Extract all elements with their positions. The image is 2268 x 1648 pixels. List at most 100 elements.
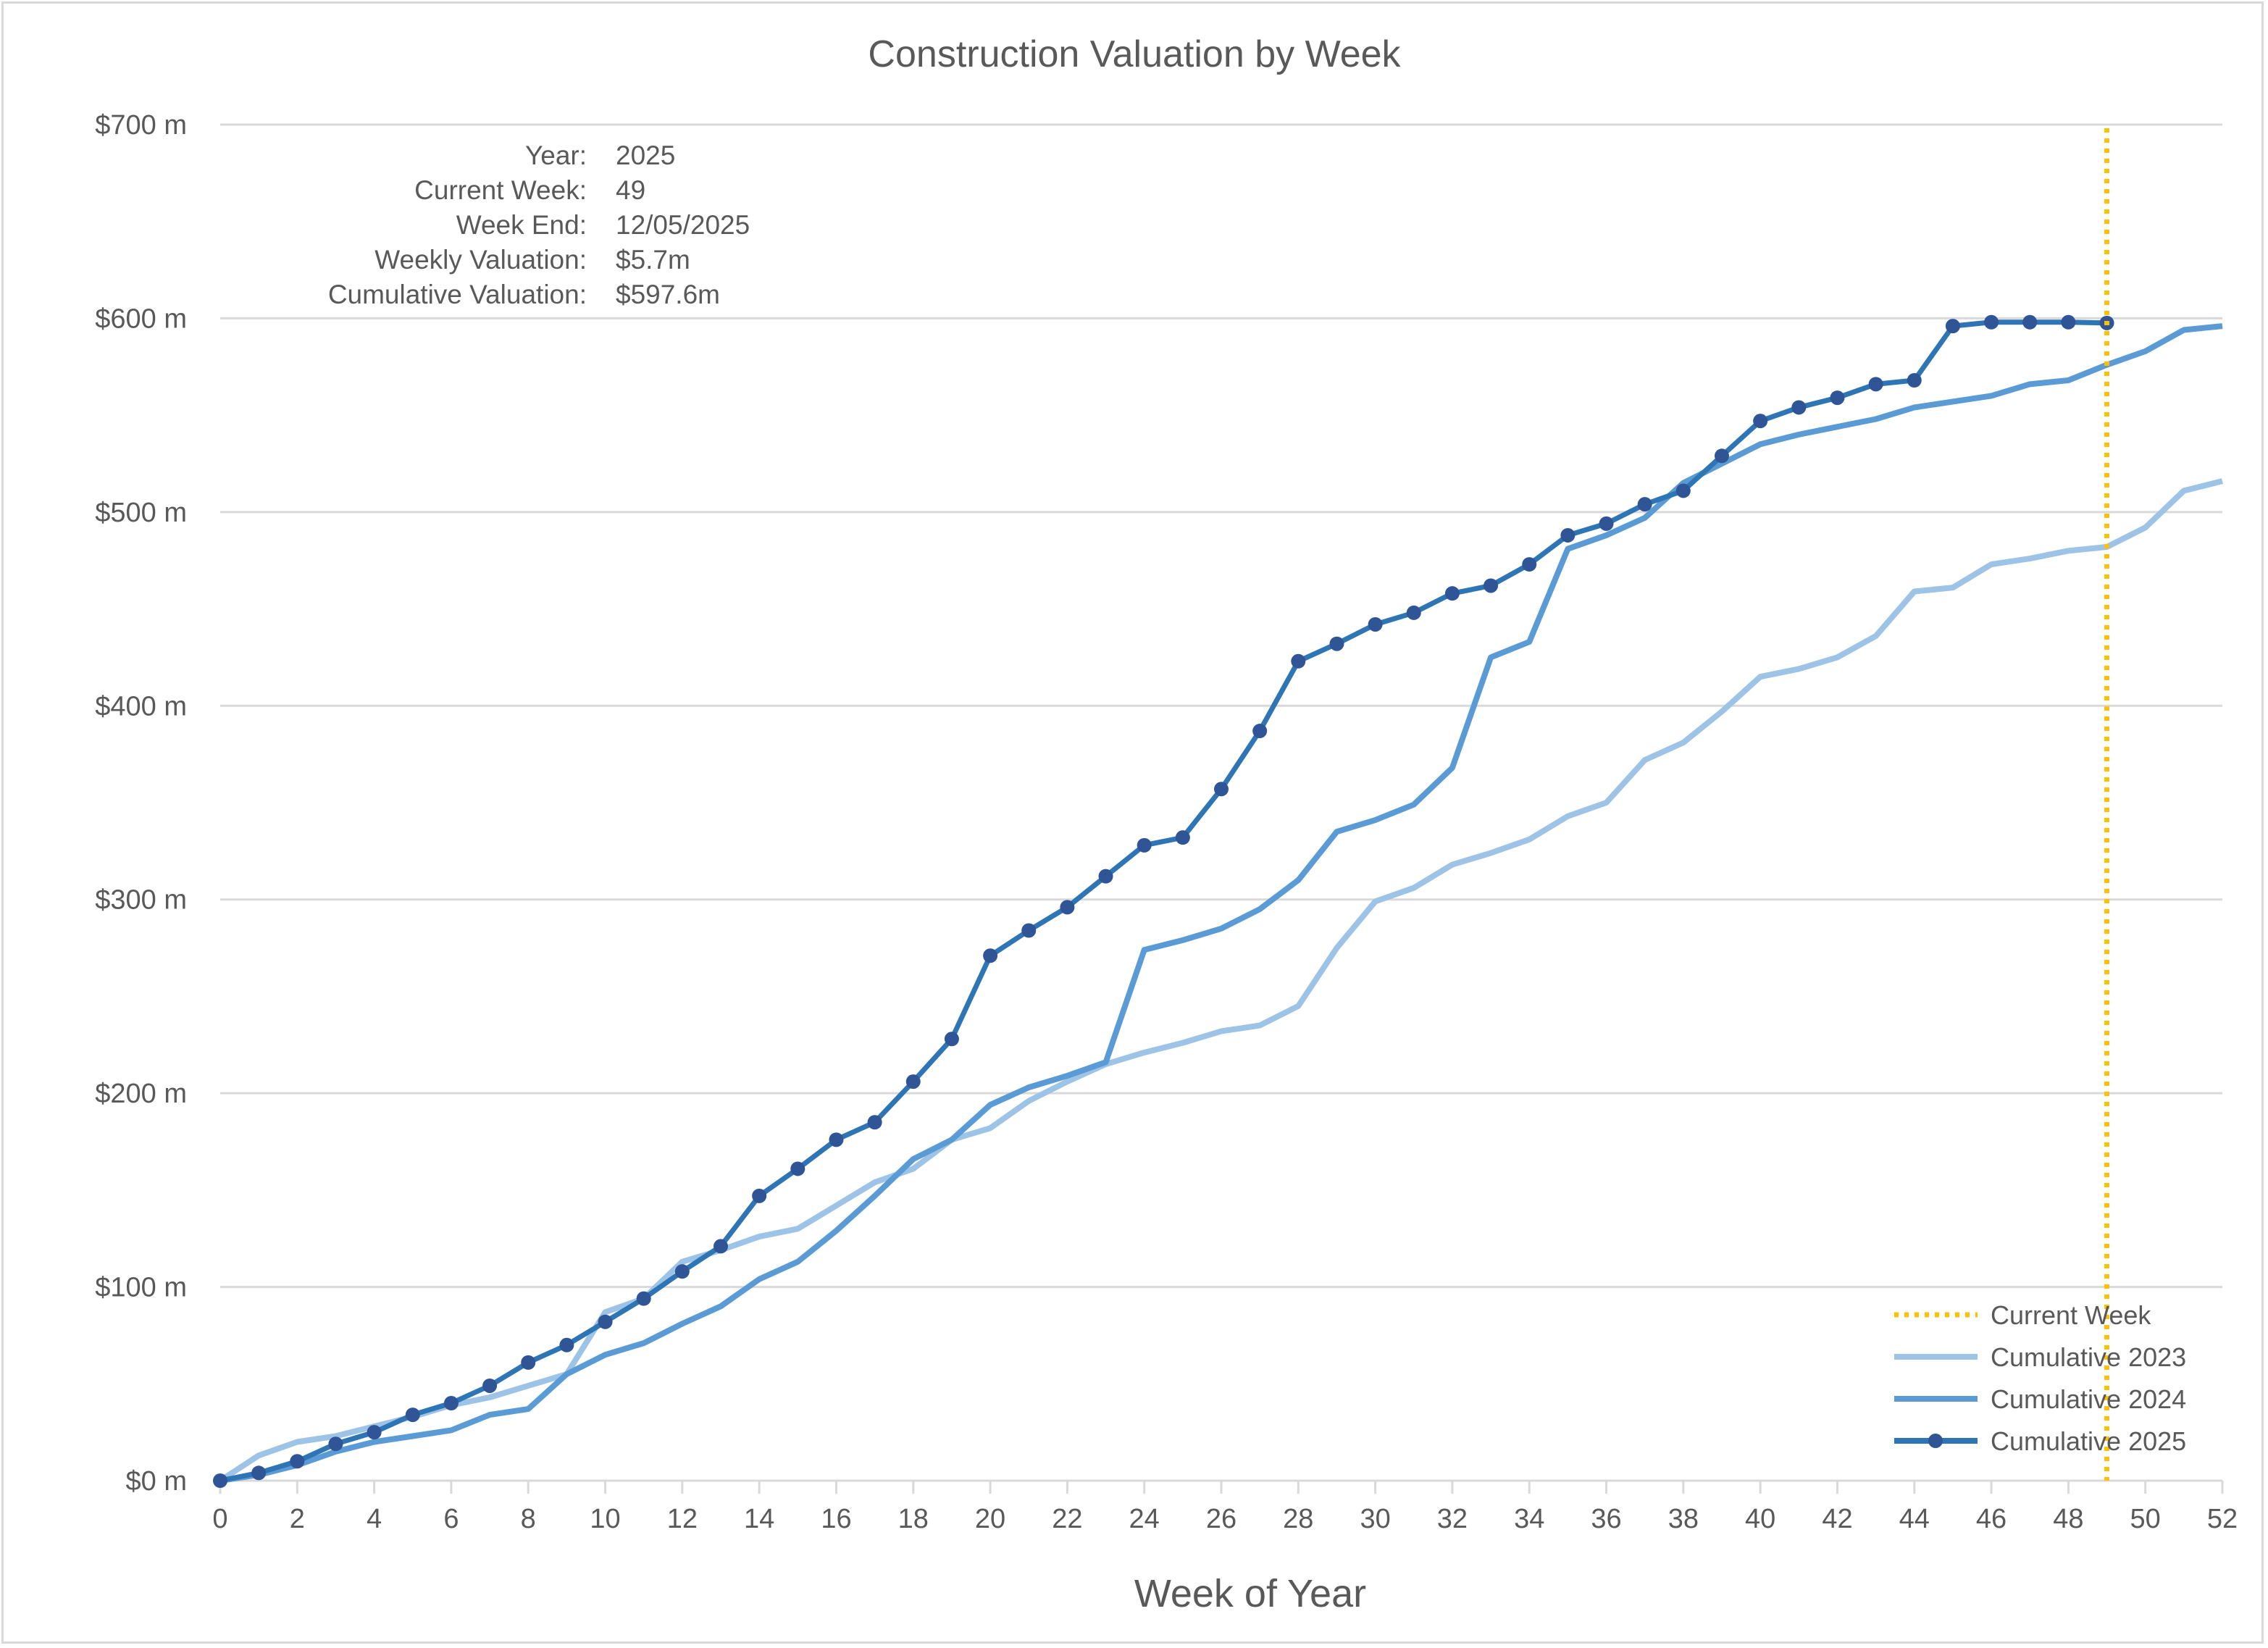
x-tick-label: 48 — [2053, 1504, 2083, 1534]
data-point — [1945, 319, 1960, 334]
x-tick-label: 12 — [667, 1504, 698, 1534]
data-point — [328, 1436, 343, 1452]
annotation-label: Year: — [525, 141, 587, 170]
annotation-label: Weekly Valuation: — [374, 245, 587, 275]
x-tick-label: 8 — [521, 1504, 536, 1534]
series-line-cumulative-2025 — [219, 319, 2107, 1484]
annotation-label: Current Week: — [414, 175, 587, 205]
data-point — [944, 1032, 959, 1047]
data-point — [290, 1454, 305, 1469]
data-point — [829, 1132, 844, 1147]
data-point — [867, 1115, 882, 1130]
data-point — [1560, 527, 1576, 543]
x-tick-label: 4 — [367, 1504, 382, 1534]
data-point — [636, 1291, 651, 1306]
data-point — [983, 948, 998, 963]
series-line-cumulative-2023 — [218, 478, 2223, 1484]
data-point — [1137, 837, 1152, 853]
y-tick-label: $700 m — [95, 110, 187, 141]
data-point — [1484, 578, 1499, 593]
data-point — [1291, 653, 1306, 669]
data-point — [559, 1337, 574, 1352]
y-tick-label: $200 m — [95, 1079, 187, 1109]
data-point — [1021, 923, 1037, 938]
x-tick-label: 52 — [2207, 1504, 2238, 1534]
legend-label: Cumulative 2025 — [1991, 1426, 2186, 1456]
x-axis-title: Week of Year — [1134, 1572, 1366, 1615]
x-tick-label: 50 — [2130, 1504, 2161, 1534]
x-tick-label: 20 — [975, 1504, 1005, 1534]
annotation-value: 12/05/2025 — [616, 210, 750, 240]
x-tick-label: 46 — [1976, 1504, 2007, 1534]
data-point — [1329, 636, 1344, 651]
y-tick-label: $400 m — [95, 691, 187, 721]
data-point — [598, 1314, 613, 1329]
x-tick-label: 26 — [1206, 1504, 1236, 1534]
data-point — [752, 1188, 767, 1203]
y-tick-label: $0 m — [126, 1466, 187, 1497]
data-point — [1868, 377, 1883, 392]
annotation-value: 49 — [616, 175, 645, 205]
data-point — [1907, 373, 1922, 388]
data-point — [1984, 314, 1999, 330]
data-point — [521, 1355, 536, 1370]
data-point — [1522, 557, 1537, 572]
data-point — [1753, 414, 1768, 429]
data-point — [482, 1378, 498, 1393]
data-point — [1444, 586, 1460, 601]
annotation-label: Week End: — [456, 210, 587, 240]
x-tick-label: 0 — [212, 1504, 227, 1534]
x-tick-label: 10 — [590, 1504, 620, 1534]
x-tick-label: 40 — [1745, 1504, 1775, 1534]
x-tick-label: 42 — [1822, 1504, 1852, 1534]
y-tick-label: $300 m — [95, 885, 187, 916]
data-point — [1791, 400, 1807, 415]
data-point — [1175, 830, 1190, 845]
data-point — [1406, 605, 1421, 620]
data-point — [905, 1074, 921, 1089]
data-point — [1098, 869, 1113, 884]
data-point — [1599, 516, 1614, 531]
x-tick-label: 2 — [290, 1504, 305, 1534]
x-tick-label: 22 — [1052, 1504, 1082, 1534]
data-point — [1368, 616, 1383, 632]
data-point — [443, 1396, 459, 1411]
y-tick-label: $600 m — [95, 304, 187, 334]
data-point — [213, 1473, 227, 1488]
data-point — [714, 1239, 728, 1254]
data-point — [405, 1408, 420, 1423]
data-point — [674, 1264, 690, 1279]
x-tick-label: 14 — [744, 1504, 774, 1534]
legend-marker — [1928, 1434, 1943, 1448]
data-point — [1060, 900, 1075, 915]
data-point — [1252, 724, 1268, 739]
annotation-value: $597.6m — [616, 280, 720, 309]
data-point — [790, 1161, 805, 1176]
annotation-value: 2025 — [616, 141, 675, 170]
x-tick-label: 36 — [1591, 1504, 1621, 1534]
legend-label: Cumulative 2023 — [1991, 1342, 2186, 1372]
data-point — [1715, 448, 1729, 464]
x-tick-label: 24 — [1129, 1504, 1160, 1534]
series-line-cumulative-2024 — [219, 323, 2223, 1484]
x-tick-label: 6 — [443, 1504, 459, 1534]
legend-label: Current Week — [1991, 1300, 2151, 1330]
x-tick-label: 32 — [1437, 1504, 1468, 1534]
y-tick-label: $500 m — [95, 498, 187, 528]
x-tick-label: 44 — [1899, 1504, 1930, 1534]
data-point — [251, 1465, 267, 1481]
annotation-value: $5.7m — [616, 245, 690, 275]
chart-title: Construction Valuation by Week — [868, 33, 1401, 75]
data-point — [1637, 497, 1652, 512]
x-tick-label: 30 — [1360, 1504, 1390, 1534]
x-tick-label: 18 — [898, 1504, 929, 1534]
x-tick-label: 16 — [821, 1504, 851, 1534]
legend-label: Cumulative 2024 — [1991, 1384, 2186, 1414]
data-point — [367, 1425, 382, 1440]
x-tick-label: 34 — [1514, 1504, 1544, 1534]
annotation-label: Cumulative Valuation: — [328, 280, 587, 309]
data-point — [2061, 314, 2076, 330]
data-point — [1675, 483, 1691, 498]
